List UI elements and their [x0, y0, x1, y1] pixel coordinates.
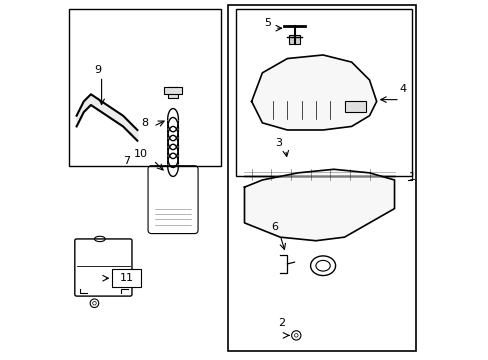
Text: 10: 10 — [134, 149, 147, 159]
Bar — [167, 87, 178, 98]
Polygon shape — [251, 55, 376, 130]
Text: 6: 6 — [271, 222, 278, 232]
Text: 2: 2 — [278, 319, 285, 328]
Text: 9: 9 — [94, 65, 102, 75]
Bar — [344, 102, 365, 112]
Bar — [235, 9, 411, 176]
Text: 5: 5 — [264, 18, 271, 28]
Text: 3: 3 — [274, 138, 282, 148]
Text: 7: 7 — [123, 156, 130, 166]
Text: 8: 8 — [141, 118, 148, 129]
Text: 11: 11 — [120, 273, 133, 283]
Text: 1: 1 — [408, 172, 415, 182]
Bar — [112, 269, 141, 287]
Bar — [288, 35, 299, 44]
Bar — [69, 9, 221, 166]
Polygon shape — [244, 169, 394, 241]
Bar — [228, 5, 415, 351]
Bar — [164, 87, 182, 94]
Text: 4: 4 — [399, 85, 406, 94]
